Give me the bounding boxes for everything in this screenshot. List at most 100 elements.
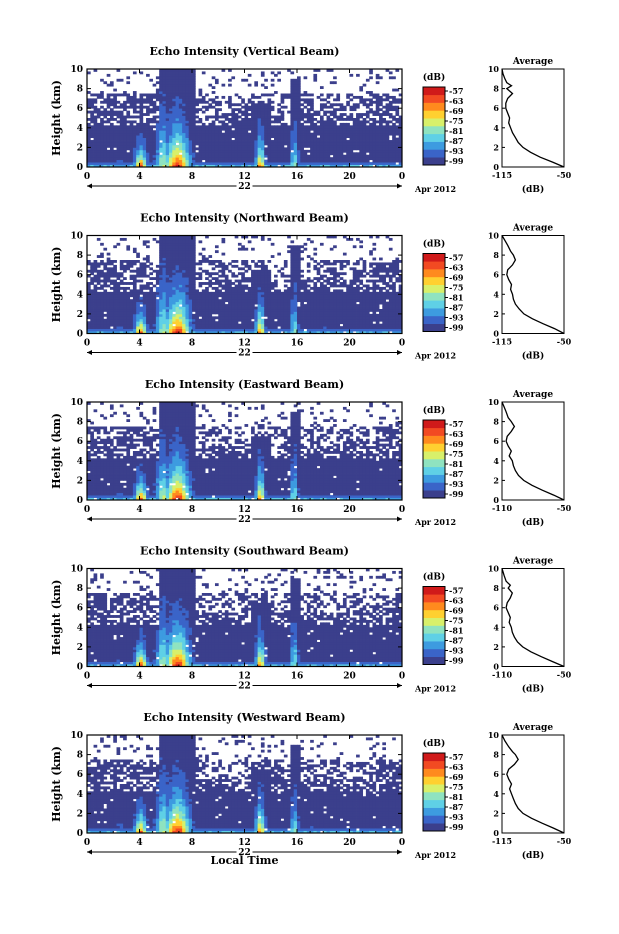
- heatmap-cell: [333, 329, 337, 332]
- heatmap-cell: [366, 155, 370, 158]
- heatmap-cell: [376, 108, 380, 111]
- heatmap-cell: [277, 289, 281, 292]
- heatmap-cell: [281, 314, 285, 317]
- heatmap-cell: [192, 84, 196, 87]
- heatmap-cell: [103, 128, 107, 131]
- heatmap-cell: [340, 265, 344, 268]
- heatmap-cell: [267, 133, 271, 136]
- heatmap-cell: [182, 297, 186, 300]
- heatmap-cell: [343, 280, 347, 283]
- heatmap-cell: [241, 319, 245, 322]
- heatmap-cell: [195, 299, 199, 302]
- heatmap-cell: [153, 125, 157, 128]
- heatmap-cell: [107, 133, 111, 136]
- heatmap-cell: [235, 138, 239, 141]
- heatmap-cell: [113, 319, 117, 322]
- heatmap-cell: [195, 133, 199, 136]
- heatmap-cell: [179, 133, 183, 136]
- heatmap-cell: [189, 297, 193, 300]
- heatmap-cell: [294, 270, 298, 273]
- heatmap-cell: [297, 282, 301, 285]
- heatmap-cell: [245, 262, 249, 265]
- heatmap-cell: [169, 91, 173, 94]
- heatmap-cell: [248, 120, 252, 123]
- heatmap-cell: [189, 101, 193, 104]
- heatmap-cell: [140, 157, 144, 160]
- heatmap-cell: [281, 135, 285, 138]
- heatmap-cell: [156, 152, 160, 155]
- heatmap-cell: [264, 135, 268, 138]
- heatmap-cell: [189, 120, 193, 123]
- heatmap-cell: [195, 147, 199, 150]
- heatmap-cell: [149, 307, 153, 310]
- colorbar-segment: [423, 149, 445, 157]
- heatmap-cell: [192, 253, 196, 256]
- heatmap-cell: [185, 265, 189, 268]
- heatmap-cell: [290, 240, 294, 243]
- heatmap-cell: [254, 287, 258, 290]
- heatmap-cell: [294, 96, 298, 99]
- heatmap-cell: [182, 304, 186, 307]
- heatmap-cell: [340, 152, 344, 155]
- heatmap-cell: [284, 160, 288, 163]
- heatmap-cell: [107, 277, 111, 280]
- heatmap-cell: [162, 270, 166, 273]
- heatmap-cell: [317, 133, 321, 136]
- heatmap-cell: [379, 160, 383, 163]
- heatmap-cell: [297, 118, 301, 121]
- heatmap-cell: [100, 299, 104, 302]
- heatmap-cell: [228, 133, 232, 136]
- heatmap-cell: [123, 150, 127, 153]
- heatmap-cell: [100, 79, 104, 82]
- heatmap-cell: [271, 287, 275, 290]
- heatmap-cell: [386, 120, 390, 123]
- heatmap-cell: [166, 79, 170, 82]
- heatmap-cell: [166, 140, 170, 143]
- heatmap-cell: [277, 316, 281, 319]
- heatmap-cell: [162, 316, 166, 319]
- heatmap-cell: [228, 307, 232, 310]
- heatmap-cell: [113, 145, 117, 148]
- heatmap-cell: [166, 84, 170, 87]
- heatmap-cell: [123, 282, 127, 285]
- heatmap-cell: [159, 304, 163, 307]
- heatmap-cell: [235, 128, 239, 131]
- heatmap-cell: [212, 324, 216, 327]
- heatmap-cell: [317, 316, 321, 319]
- heatmap-cell: [162, 101, 166, 104]
- colorbar-segment: [423, 157, 445, 165]
- heatmap-cell: [320, 309, 324, 312]
- heatmap-cell: [179, 76, 183, 79]
- heatmap-cell: [304, 307, 308, 310]
- heatmap-cell: [146, 316, 150, 319]
- heatmap-cell: [192, 96, 196, 99]
- heatmap-cell: [290, 89, 294, 92]
- heatmap-cell: [300, 258, 304, 261]
- heatmap-cell: [172, 81, 176, 84]
- heatmap-cell: [123, 130, 127, 133]
- heatmap-cell: [107, 125, 111, 128]
- heatmap-cell: [248, 277, 252, 280]
- heatmap-cell: [110, 113, 114, 116]
- heatmap-cell: [287, 324, 291, 327]
- heatmap-cell: [343, 253, 347, 256]
- heatmap-cell: [228, 140, 232, 143]
- heatmap-cell: [333, 135, 337, 138]
- heatmap-cell: [248, 307, 252, 310]
- heatmap-cell: [143, 152, 147, 155]
- heatmap-cell: [110, 316, 114, 319]
- heatmap-cell: [162, 106, 166, 109]
- heatmap-cell: [97, 292, 101, 295]
- heatmap-cell: [336, 285, 340, 288]
- heatmap-cell: [281, 152, 285, 155]
- heatmap-cell: [94, 138, 98, 141]
- heatmap-cell: [271, 309, 275, 312]
- heatmap-cell: [149, 138, 153, 141]
- heatmap-cell: [205, 128, 209, 131]
- colorbar-segment: [423, 142, 445, 150]
- heatmap-cell: [130, 130, 134, 133]
- heatmap-cell: [208, 150, 212, 153]
- heatmap-cell: [208, 280, 212, 283]
- heatmap-cell: [208, 145, 212, 148]
- heatmap-cell: [192, 113, 196, 116]
